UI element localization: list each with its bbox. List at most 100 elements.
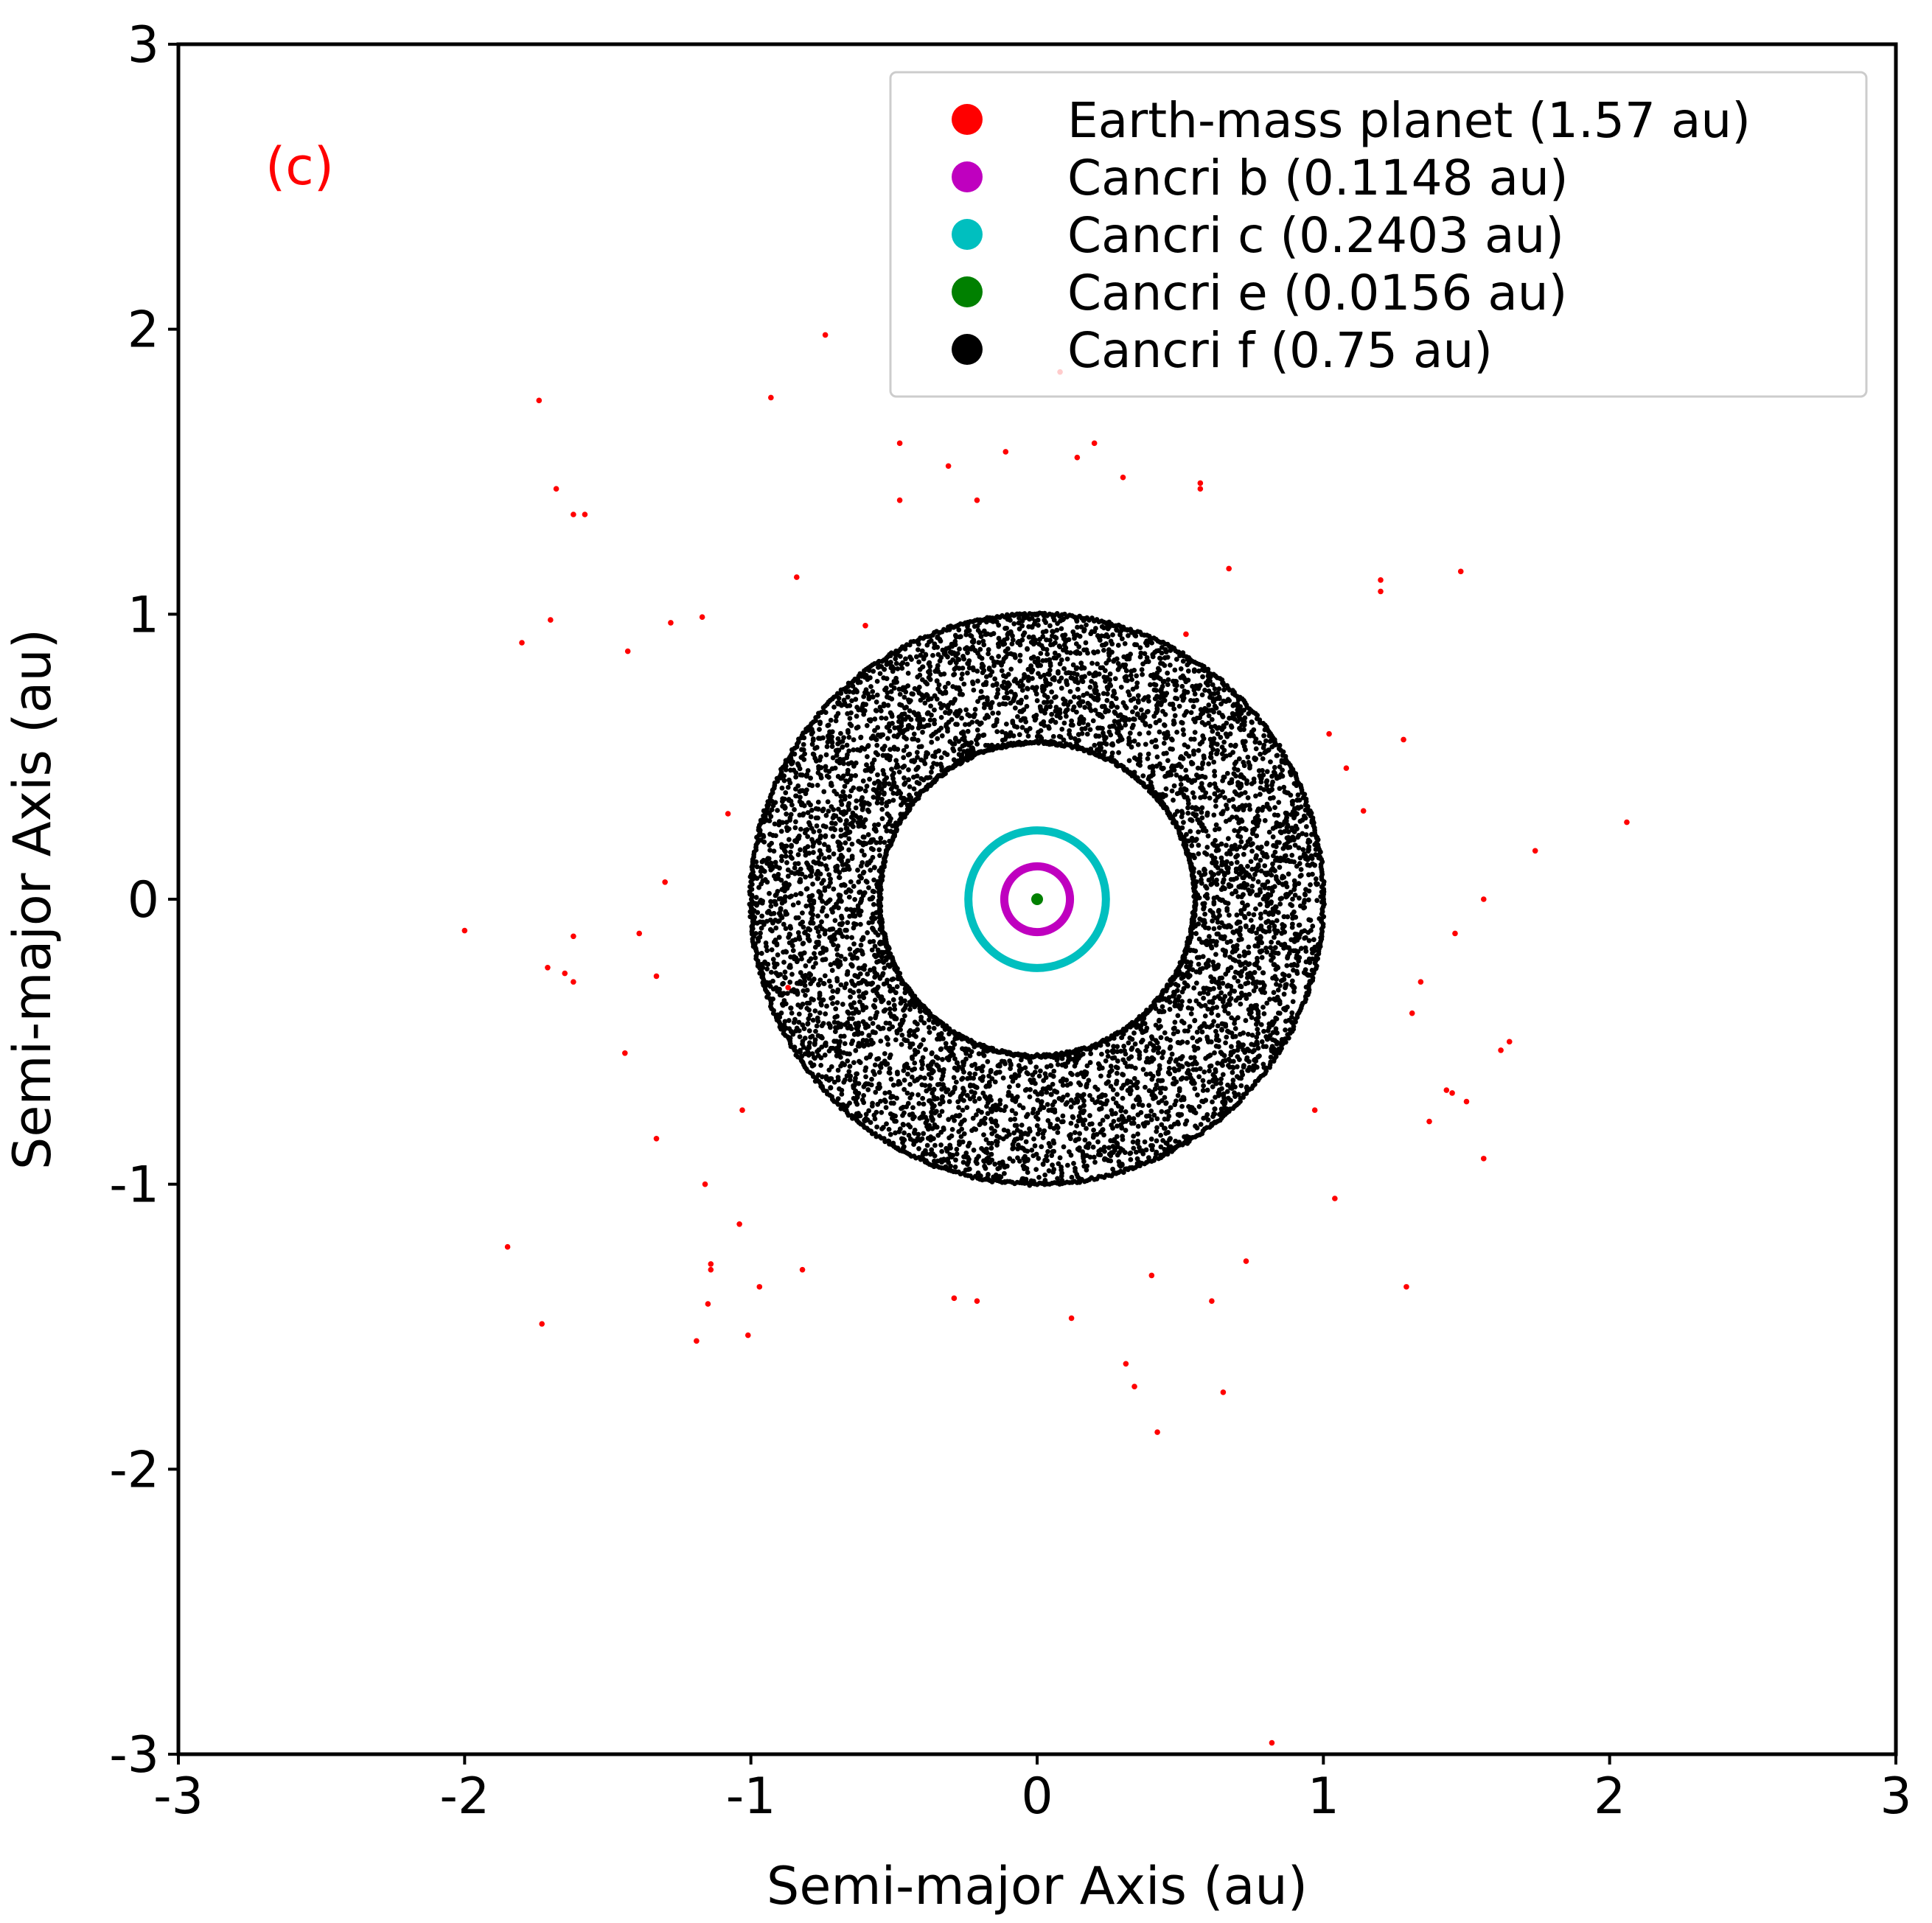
cancri-f-point [879, 664, 885, 669]
cancri-f-point [900, 1112, 905, 1118]
cancri-f-point [1058, 734, 1064, 740]
cancri-f-point [1145, 1120, 1151, 1125]
cancri-f-point [1224, 1089, 1230, 1095]
cancri-f-point [1224, 842, 1229, 848]
cancri-f-point [858, 898, 864, 904]
cancri-f-point [1018, 1133, 1024, 1139]
cancri-f-point [874, 991, 880, 997]
cancri-f-point [1184, 1075, 1190, 1081]
cancri-f-point [798, 795, 803, 800]
cancri-f-point [781, 960, 787, 965]
cancri-f-point [985, 1058, 991, 1064]
cancri-f-point [871, 837, 876, 842]
cancri-f-point [932, 754, 938, 759]
cancri-f-point [806, 820, 812, 826]
cancri-f-point [1047, 623, 1053, 629]
cancri-f-point [1227, 997, 1232, 1003]
cancri-f-point [924, 1088, 930, 1094]
cancri-f-point [1204, 1087, 1210, 1093]
cancri-f-point [1011, 733, 1016, 739]
cancri-f-point [878, 708, 884, 713]
cancri-f-point [820, 949, 826, 955]
cancri-f-point [1234, 791, 1239, 797]
cancri-f-point [1166, 994, 1172, 1000]
cancri-f-point [873, 699, 879, 705]
cancri-f-point [798, 847, 803, 853]
cancri-f-point [875, 725, 881, 730]
cancri-f-point [1144, 1113, 1149, 1119]
cancri-f-point [758, 873, 764, 879]
cancri-f-point [1228, 742, 1234, 748]
cancri-f-point [932, 721, 938, 727]
cancri-f-point [856, 1041, 862, 1046]
cancri-f-point [1031, 1136, 1036, 1142]
cancri-f-point [1171, 1075, 1177, 1081]
cancri-f-point [907, 783, 913, 789]
cancri-f-point [1272, 950, 1278, 956]
cancri-f-point [1230, 1069, 1235, 1075]
cancri-f-point [906, 777, 912, 783]
cancri-f-point [1185, 1039, 1190, 1045]
cancri-f-point [1302, 904, 1308, 910]
cancri-f-point [1252, 757, 1258, 763]
cancri-f-point [972, 1126, 977, 1131]
cancri-f-point [817, 1010, 823, 1016]
cancri-f-point [1106, 1145, 1112, 1151]
cancri-f-point [1034, 1123, 1040, 1128]
cancri-f-point [1314, 898, 1320, 904]
cancri-f-point [1260, 772, 1266, 778]
cancri-f-point [851, 1032, 857, 1037]
cancri-f-point [1208, 743, 1214, 749]
cancri-f-point [784, 820, 789, 826]
cancri-f-point [1254, 853, 1259, 859]
cancri-f-point [1135, 741, 1141, 747]
cancri-f-point [773, 800, 778, 806]
cancri-f-point [817, 977, 823, 983]
cancri-f-point [1050, 717, 1056, 723]
cancri-f-point [1232, 974, 1238, 980]
cancri-f-point [846, 847, 852, 853]
cancri-f-point [1212, 791, 1218, 797]
cancri-f-point [1184, 831, 1189, 837]
cancri-f-point [815, 929, 821, 935]
cancri-f-point [1148, 1108, 1154, 1114]
cancri-f-point [775, 876, 781, 882]
cancri-f-point [811, 898, 817, 904]
cancri-f-point [815, 799, 821, 805]
cancri-f-point [1126, 1117, 1131, 1123]
cancri-f-point [1212, 686, 1218, 692]
cancri-f-point [988, 705, 994, 711]
cancri-f-point [883, 1061, 889, 1067]
cancri-f-point [857, 680, 863, 685]
cancri-f-point [1022, 1164, 1027, 1170]
cancri-f-point [997, 1165, 1002, 1170]
cancri-f-point [996, 711, 1001, 716]
cancri-f-point [843, 840, 848, 845]
cancri-f-point [1199, 781, 1204, 786]
cancri-f-point [1199, 1098, 1204, 1104]
cancri-f-point [870, 694, 876, 700]
cancri-f-point [1030, 1072, 1036, 1078]
cancri-f-point [1101, 691, 1106, 697]
cancri-f-point [938, 671, 944, 677]
cancri-f-point [1270, 1021, 1276, 1027]
cancri-f-point [1218, 1050, 1224, 1055]
cancri-f-point [894, 1095, 899, 1101]
cancri-f-point [1263, 1034, 1269, 1039]
cancri-f-point [1249, 1033, 1255, 1038]
cancri-f-point [1146, 1103, 1152, 1109]
cancri-f-point [1206, 713, 1212, 719]
cancri-f-point [830, 834, 836, 840]
cancri-f-point [964, 1105, 970, 1111]
cancri-f-point [1091, 1154, 1097, 1160]
cancri-f-point [849, 856, 855, 862]
cancri-f-point [1011, 697, 1016, 702]
cancri-f-point [1310, 950, 1315, 956]
cancri-f-point [1015, 640, 1021, 646]
cancri-f-point [943, 710, 948, 716]
cancri-f-point [905, 671, 911, 676]
cancri-f-point [972, 707, 978, 712]
cancri-f-point [1165, 677, 1171, 683]
cancri-f-point [1261, 1028, 1266, 1034]
cancri-f-point [1199, 1003, 1204, 1009]
